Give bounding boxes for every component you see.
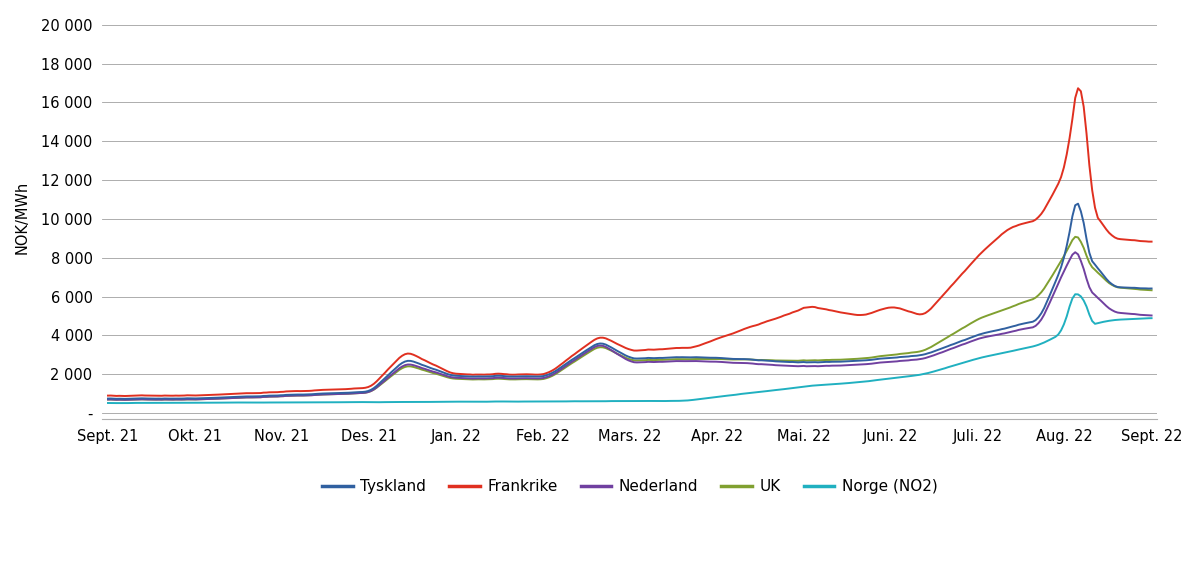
Y-axis label: NOK/MWh: NOK/MWh xyxy=(16,181,30,254)
Legend: Tyskland, Frankrike, Nederland, UK, Norge (NO2): Tyskland, Frankrike, Nederland, UK, Norg… xyxy=(316,473,944,500)
